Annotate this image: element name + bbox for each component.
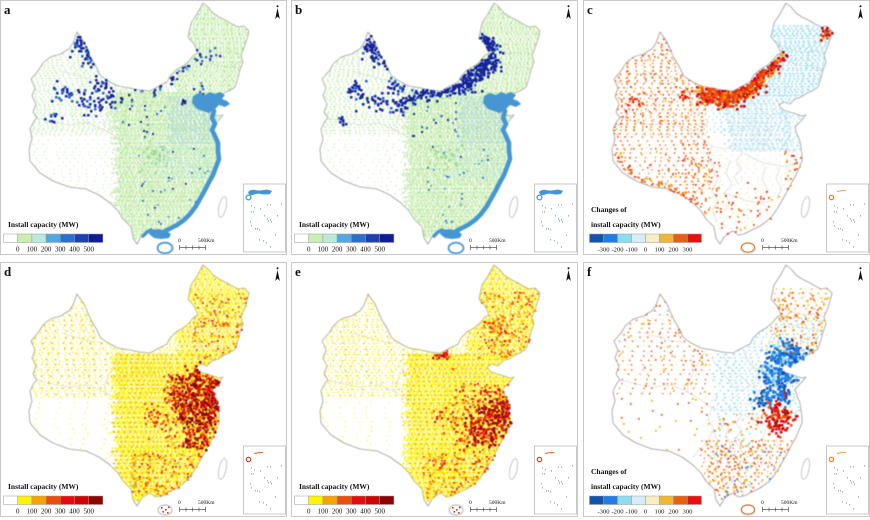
svg-text:0: 0 [307,246,311,254]
svg-text:100: 100 [318,508,329,516]
svg-text:300: 300 [55,246,66,254]
svg-text:0: 0 [469,500,472,506]
svg-text:Changes of: Changes of [591,205,627,214]
svg-text:100: 100 [318,246,329,254]
svg-text:300: 300 [682,509,693,516]
svg-text:100: 100 [27,246,38,254]
svg-text:0: 0 [643,509,647,516]
svg-text:c: c [587,2,593,17]
svg-text:100: 100 [654,509,665,516]
svg-text:Changes of: Changes of [591,467,627,476]
svg-text:install capacity (MW): install capacity (MW) [591,482,661,491]
svg-text:0: 0 [307,508,311,516]
svg-text:-300: -300 [597,247,610,254]
svg-text:0: 0 [178,500,181,506]
svg-text:100: 100 [27,508,38,516]
svg-text:0: 0 [16,246,20,254]
svg-text:0: 0 [761,238,764,244]
svg-text:-300: -300 [597,509,610,516]
svg-text:0: 0 [469,238,472,244]
svg-text:500Km: 500Km [781,500,798,506]
svg-text:-200: -200 [611,247,624,254]
svg-text:200: 200 [41,508,52,516]
svg-text:300: 300 [346,508,357,516]
svg-text:Install capacity (MW): Install capacity (MW) [299,482,370,491]
svg-text:Install capacity (MW): Install capacity (MW) [8,220,79,229]
svg-text:200: 200 [332,246,343,254]
svg-text:install capacity (MW): install capacity (MW) [591,220,661,229]
svg-text:200: 200 [41,246,52,254]
svg-text:500Km: 500Km [489,500,506,506]
svg-text:300: 300 [346,246,357,254]
svg-text:a: a [4,2,11,17]
svg-text:-100: -100 [625,509,638,516]
svg-text:500Km: 500Km [198,500,215,506]
svg-text:b: b [295,2,302,17]
svg-text:0: 0 [178,238,181,244]
svg-text:400: 400 [69,246,80,254]
svg-text:300: 300 [682,247,693,254]
svg-text:500Km: 500Km [489,238,506,244]
svg-text:500: 500 [83,508,94,516]
svg-text:200: 200 [668,509,679,516]
svg-text:400: 400 [360,508,371,516]
svg-text:-100: -100 [625,247,638,254]
svg-text:100: 100 [654,247,665,254]
svg-text:e: e [295,264,301,279]
svg-text:0: 0 [643,247,647,254]
svg-text:400: 400 [69,508,80,516]
svg-text:200: 200 [332,508,343,516]
svg-text:Install capacity (MW): Install capacity (MW) [299,220,370,229]
svg-text:d: d [4,264,12,279]
svg-text:0: 0 [16,508,20,516]
svg-text:300: 300 [55,508,66,516]
svg-text:400: 400 [360,246,371,254]
svg-text:-200: -200 [611,509,624,516]
svg-text:0: 0 [761,500,764,506]
svg-text:500: 500 [374,246,385,254]
svg-text:500Km: 500Km [781,238,798,244]
svg-text:f: f [587,264,592,279]
svg-text:500Km: 500Km [198,238,215,244]
svg-text:200: 200 [668,247,679,254]
svg-text:500: 500 [374,508,385,516]
svg-text:Install capacity (MW): Install capacity (MW) [8,482,79,491]
svg-text:500: 500 [83,246,94,254]
